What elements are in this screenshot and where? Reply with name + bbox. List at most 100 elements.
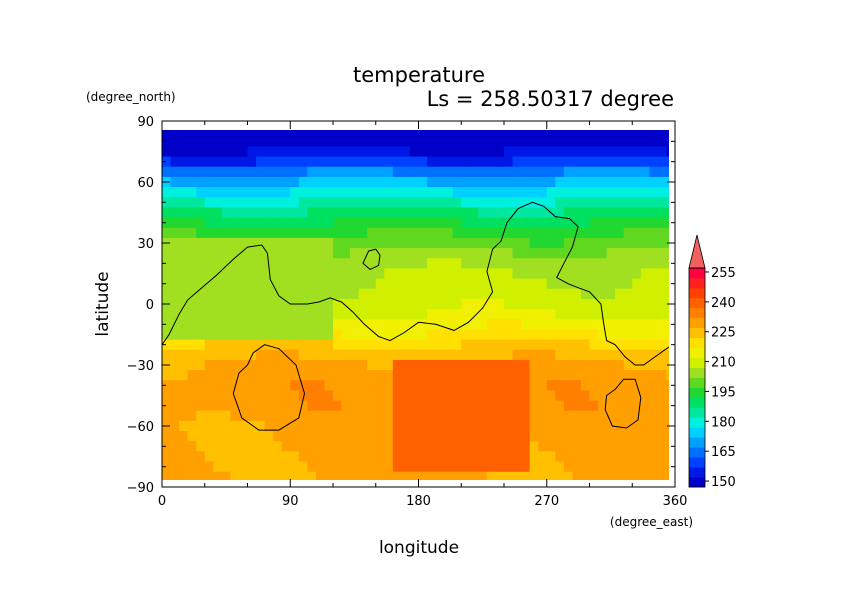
field-cell	[367, 329, 377, 341]
field-cell	[606, 471, 616, 480]
field-cell	[452, 237, 462, 249]
field-cell	[521, 268, 531, 280]
field-cell	[230, 431, 240, 442]
field-cell	[333, 400, 343, 412]
field-cell	[324, 339, 334, 351]
field-cell	[486, 339, 497, 351]
field-cell	[179, 130, 189, 137]
field-cell	[572, 441, 582, 453]
field-cell	[409, 339, 420, 351]
field-cell	[367, 451, 377, 463]
field-cell	[256, 207, 266, 219]
field-cell	[187, 420, 197, 432]
field-cell	[640, 471, 650, 480]
field-cell	[281, 431, 291, 442]
field-cell	[546, 380, 556, 392]
field-cell	[418, 309, 428, 320]
field-cell	[555, 370, 565, 381]
field-cell	[230, 197, 240, 209]
field-cell	[179, 441, 189, 453]
field-cell	[521, 390, 531, 402]
field-cell	[273, 400, 283, 412]
field-cell	[657, 329, 668, 341]
field-cell	[367, 248, 377, 259]
field-cell	[392, 258, 402, 270]
field-cell	[230, 136, 240, 148]
field-cell	[572, 410, 582, 422]
field-cell	[375, 227, 385, 239]
field-cell	[563, 471, 573, 480]
field-cell	[256, 441, 266, 453]
field-cell	[230, 248, 240, 259]
field-cell	[580, 400, 591, 412]
field-cell	[452, 136, 462, 148]
field-cell	[264, 359, 274, 371]
field-cell	[221, 130, 231, 137]
field-cell	[495, 156, 505, 168]
field-cell	[315, 339, 326, 351]
contour-line	[162, 201, 669, 366]
field-cell	[247, 166, 257, 178]
field-cell	[315, 130, 326, 137]
field-cell	[375, 217, 385, 229]
field-cell	[409, 309, 420, 320]
field-cell	[281, 298, 291, 310]
field-cell	[170, 410, 180, 422]
field-cell	[444, 359, 454, 371]
field-cell	[230, 288, 240, 300]
field-cell	[512, 278, 522, 290]
field-cell	[401, 390, 411, 402]
field-cell	[486, 156, 497, 168]
y-tick-label: −90	[127, 481, 154, 496]
field-cell	[324, 329, 334, 341]
field-cell	[657, 187, 668, 198]
field-cell	[213, 441, 223, 453]
field-cell	[521, 339, 531, 351]
field-cell	[196, 130, 206, 137]
field-cell	[333, 237, 343, 249]
field-cell	[649, 390, 659, 402]
field-cell	[341, 441, 351, 453]
field-cell	[247, 410, 257, 422]
field-cell	[315, 258, 326, 270]
field-cell	[512, 349, 522, 361]
field-cell	[657, 278, 668, 290]
field-cell	[572, 471, 582, 480]
field-cell	[563, 217, 573, 229]
field-cell	[307, 136, 317, 148]
field-cell	[358, 400, 368, 412]
field-cell	[538, 309, 548, 320]
field-cell	[298, 237, 308, 249]
field-cell	[461, 227, 471, 239]
field-cell	[649, 187, 659, 198]
field-cell	[418, 187, 428, 198]
x-tick-label: 360	[663, 494, 688, 509]
field-cell	[512, 217, 522, 229]
field-cell	[640, 390, 650, 402]
field-cell	[392, 370, 402, 381]
field-cell	[469, 370, 479, 381]
field-cell	[529, 339, 539, 351]
field-cell	[589, 288, 599, 300]
field-cell	[555, 237, 565, 249]
field-cell	[230, 370, 240, 381]
field-cell	[504, 278, 514, 290]
field-cell	[341, 309, 351, 320]
field-cell	[247, 309, 257, 320]
field-cell	[221, 217, 231, 229]
field-cell	[290, 288, 300, 300]
field-cell	[623, 441, 633, 453]
field-cell	[324, 431, 334, 442]
field-cell	[546, 370, 556, 381]
field-cell	[563, 349, 573, 361]
field-cell	[333, 278, 343, 290]
field-cell	[358, 227, 368, 239]
field-cell	[350, 349, 360, 361]
field-cell	[452, 130, 462, 137]
field-cell	[649, 420, 659, 432]
field-cell	[170, 329, 180, 341]
field-cell	[375, 268, 385, 280]
field-cell	[375, 136, 385, 148]
field-cell	[606, 380, 616, 392]
